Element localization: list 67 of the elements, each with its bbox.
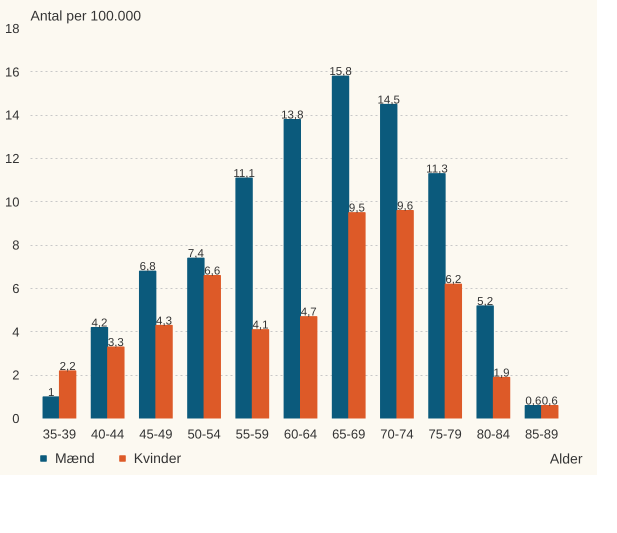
data-label: 1,9 — [494, 367, 510, 380]
bar — [204, 275, 221, 418]
data-label: 11,1 — [233, 168, 255, 180]
y-tick-label: 6 — [12, 281, 20, 296]
data-label: 2,2 — [60, 360, 76, 373]
x-tick-label: 80-84 — [476, 426, 510, 442]
y-tick-label: 8 — [12, 238, 20, 253]
y-tick-label: 0 — [12, 411, 20, 426]
y-tick-label: 14 — [5, 108, 20, 123]
bar — [428, 173, 446, 418]
bar — [492, 376, 510, 418]
x-tick-label: 70-74 — [380, 426, 414, 442]
data-label: 9,5 — [348, 202, 365, 215]
legend-label: Mænd — [55, 450, 95, 466]
x-tick-label: 40-44 — [91, 426, 124, 442]
bar — [476, 305, 494, 418]
bar — [444, 284, 462, 418]
data-label: 6,8 — [140, 261, 156, 274]
x-axis-title: Alder — [550, 450, 583, 466]
x-tick-label: 65-69 — [332, 426, 366, 442]
bar — [138, 270, 156, 418]
data-label: 0,6 — [542, 396, 558, 408]
bar — [396, 210, 414, 418]
bar — [380, 104, 398, 418]
data-label: 13,8 — [281, 110, 304, 122]
bar — [300, 316, 318, 418]
bar — [348, 212, 366, 418]
data-label: 11,3 — [426, 164, 448, 176]
x-tick-label: 50-54 — [187, 426, 221, 442]
data-label: 0,6 — [525, 396, 542, 408]
bar — [58, 370, 76, 418]
data-label: 6,2 — [445, 274, 462, 286]
y-tick-label: 10 — [5, 194, 20, 210]
data-label: 4,2 — [91, 318, 108, 330]
y-axis-title: Antal per 100.000 — [30, 8, 142, 24]
x-tick-label: 60-64 — [284, 426, 318, 442]
bar — [107, 346, 125, 418]
data-label: 4,7 — [300, 306, 317, 319]
x-tick-label: 75-79 — [428, 426, 462, 442]
bar — [187, 258, 205, 418]
data-label: 9,6 — [397, 200, 414, 212]
y-tick-label: 12 — [5, 151, 20, 166]
bar — [541, 405, 558, 418]
x-tick-label: 45-49 — [139, 426, 172, 442]
y-tick-label: 18 — [5, 21, 20, 36]
data-label: 14,5 — [378, 94, 400, 106]
legend-label: Kvinder — [134, 450, 182, 466]
bar — [284, 119, 301, 418]
y-tick-label: 4 — [12, 324, 20, 340]
x-tick-label: 55-59 — [236, 426, 269, 442]
data-label: 7,4 — [188, 248, 204, 260]
bar — [524, 405, 542, 418]
x-tick-label: 85-89 — [524, 426, 558, 442]
bar — [235, 178, 253, 418]
bar — [332, 76, 350, 418]
data-label: 6,6 — [204, 266, 220, 278]
y-tick-label: 16 — [5, 64, 20, 80]
y-tick-label: 2 — [12, 368, 20, 383]
data-label: 3,3 — [108, 337, 124, 349]
bar — [155, 324, 173, 418]
bar — [42, 396, 60, 418]
bar — [90, 327, 108, 418]
data-label: 15,8 — [329, 66, 352, 78]
x-tick-label: 35-39 — [42, 426, 76, 442]
data-label: 5,2 — [477, 296, 494, 308]
data-label: 1 — [48, 386, 54, 399]
bar — [252, 329, 270, 418]
